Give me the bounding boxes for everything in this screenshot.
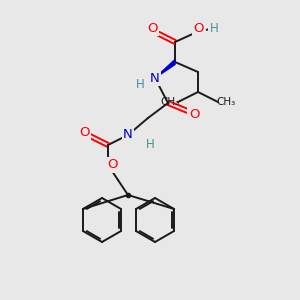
Text: H: H	[210, 22, 218, 34]
Text: H: H	[136, 79, 144, 92]
Text: O: O	[194, 22, 204, 34]
Text: O: O	[107, 158, 117, 172]
Text: O: O	[189, 107, 199, 121]
Text: O: O	[147, 22, 157, 34]
Text: CH₃: CH₃	[160, 97, 180, 107]
Text: H: H	[146, 137, 154, 151]
Text: O: O	[79, 127, 89, 140]
Polygon shape	[155, 59, 175, 78]
Text: CH₃: CH₃	[216, 97, 236, 107]
Text: N: N	[150, 71, 160, 85]
Text: N: N	[123, 128, 133, 142]
